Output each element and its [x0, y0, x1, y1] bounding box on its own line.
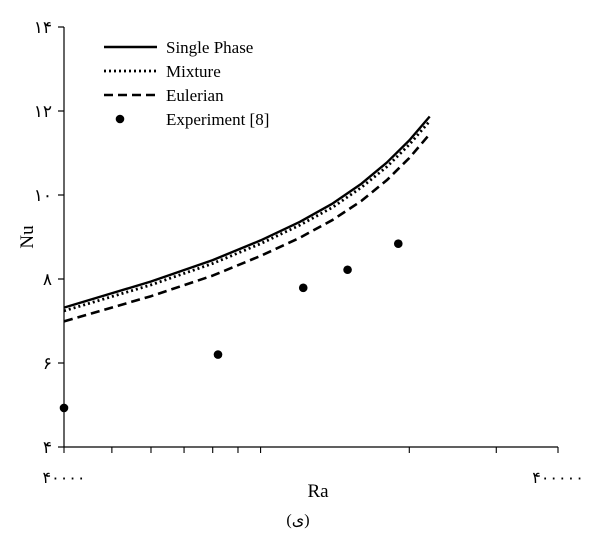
series-layer [63, 115, 431, 323]
y-tick-label: ۱۰ [34, 186, 52, 205]
experiment-point [59, 403, 69, 413]
experiment-point [343, 265, 352, 275]
x-tick-label: ۴۰۰۰۰ [43, 470, 86, 487]
series-line-solid [63, 115, 431, 309]
legend-label: Experiment [8] [166, 110, 269, 129]
legend-label: Single Phase [166, 38, 253, 57]
markers-layer [59, 239, 403, 413]
y-tick-label: ۴ [43, 438, 52, 457]
y-ticks: ۴ ۶ ۸ ۱۰ ۱۲ ۱۴ [34, 18, 64, 457]
y-tick-label: ۱۴ [34, 18, 52, 37]
legend: Single Phase Mixture Eulerian Experiment [8… [104, 38, 269, 129]
legend-marker [115, 114, 125, 124]
x-axis-label: Ra [307, 481, 329, 502]
y-tick-label: ۱۲ [34, 102, 52, 121]
series-line-dotted [63, 120, 431, 313]
axes [63, 27, 558, 448]
legend-label: Mixture [166, 62, 221, 81]
x-tick-label: ۴۰۰۰۰۰ [532, 470, 584, 487]
y-tick-label: ۸ [43, 270, 52, 289]
y-tick-label: ۶ [43, 354, 52, 373]
x-ticks: ۴۰۰۰۰ ۴۰۰۰۰۰ [43, 447, 584, 487]
experiment-point [213, 350, 223, 359]
legend-label: Eulerian [166, 86, 224, 105]
experiment-point [393, 239, 403, 249]
y-axis-label: Nu [17, 225, 38, 249]
series-line-dashed [63, 133, 431, 323]
chart-caption: (ی) [286, 512, 309, 529]
experiment-point [298, 283, 308, 293]
